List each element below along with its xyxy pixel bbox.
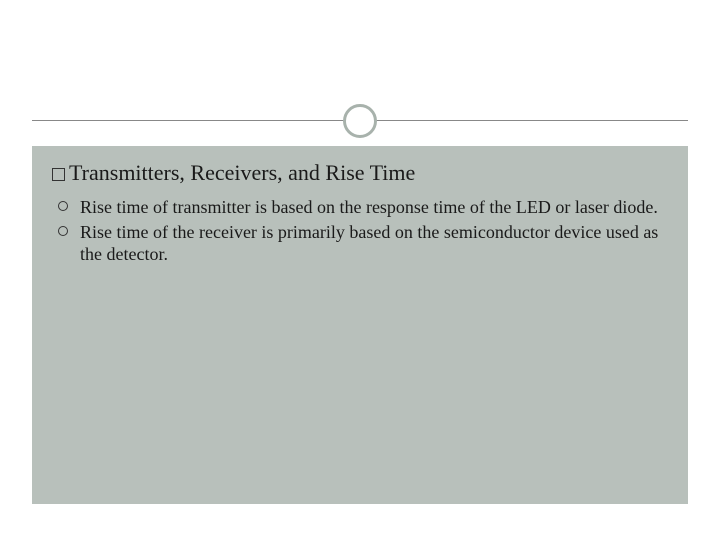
circle-bullet-icon [58, 226, 68, 236]
bullet-list: Rise time of transmitter is based on the… [52, 196, 668, 266]
accent-circle-icon [343, 104, 377, 138]
list-item: Rise time of transmitter is based on the… [80, 196, 668, 219]
bullet-text: Rise time of transmitter is based on the… [80, 197, 658, 217]
slide: Transmitters, Receivers, and Rise Time R… [0, 0, 720, 540]
list-item: Rise time of the receiver is primarily b… [80, 221, 668, 266]
heading-text: Transmitters, Receivers, and Rise Time [69, 160, 415, 185]
square-bullet-icon [52, 168, 65, 181]
bullet-text: Rise time of the receiver is primarily b… [80, 222, 658, 265]
slide-heading: Transmitters, Receivers, and Rise Time [52, 160, 668, 186]
circle-bullet-icon [58, 201, 68, 211]
content-box: Transmitters, Receivers, and Rise Time R… [32, 146, 688, 504]
